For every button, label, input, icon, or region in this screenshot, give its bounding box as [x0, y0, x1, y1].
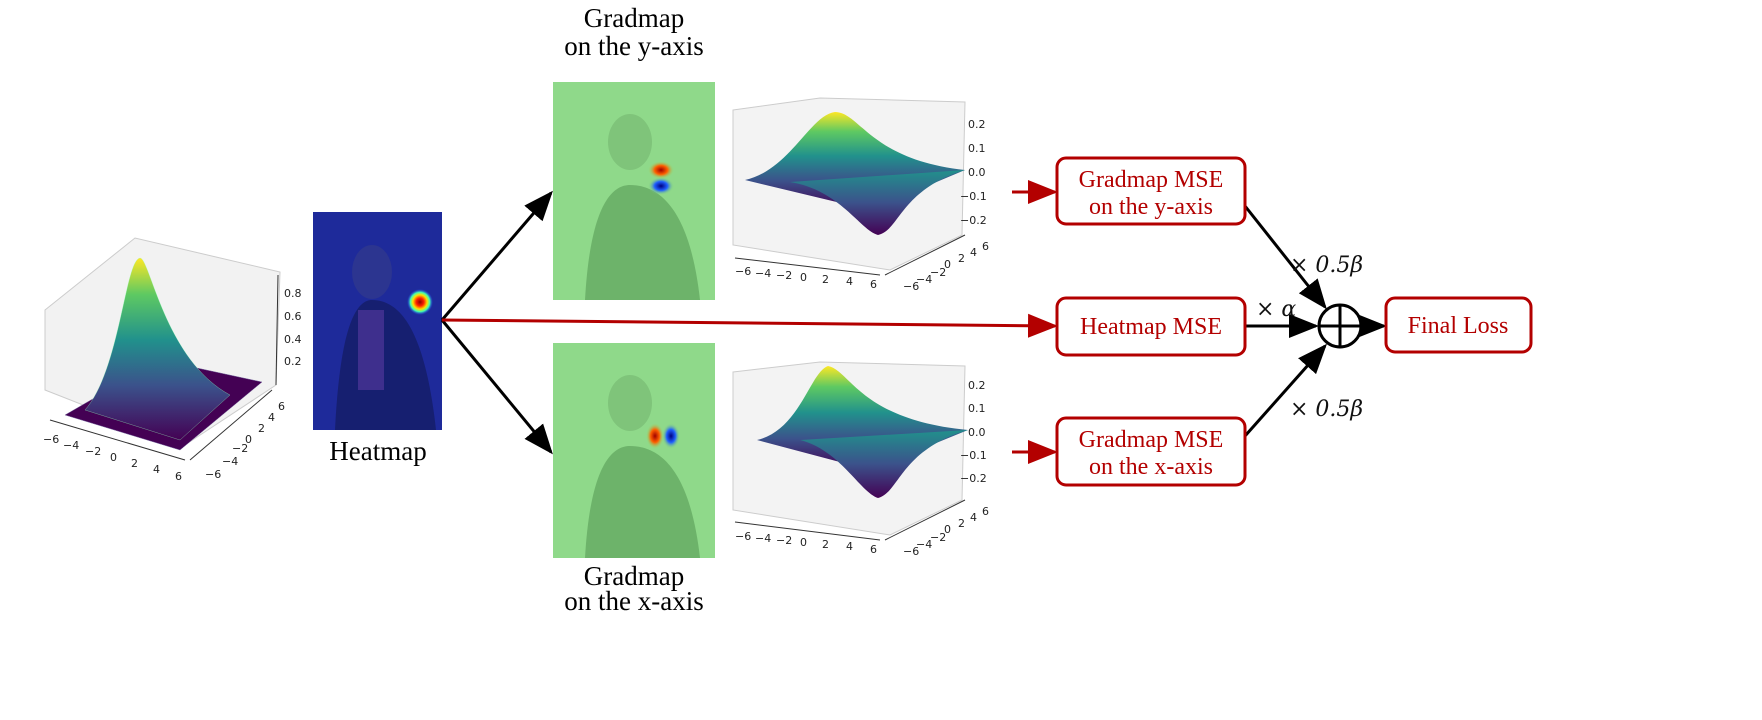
final-loss-box: Final Loss: [1384, 296, 1533, 354]
x-tick: 4: [846, 540, 853, 553]
z-tick: 0.1: [968, 142, 986, 155]
z-tick: 0.1: [968, 402, 986, 415]
heatmap-surface-x-ticks: −6 −4 −2 0 2 4 6: [43, 433, 182, 483]
y-tick: 2: [958, 517, 965, 530]
heatmap-surface-y-ticks: −6 −4 −2 0 2 4 6: [205, 400, 285, 481]
x-tick: −4: [755, 532, 771, 545]
arrow-to-gradmap-x: [440, 319, 553, 455]
y-tick: −6: [903, 280, 919, 293]
x-tick: −2: [776, 269, 792, 282]
x-tick: −6: [735, 530, 751, 543]
x-tick: −6: [43, 433, 59, 446]
arrow-to-gradmap-y: [440, 190, 553, 321]
z-tick: −0.2: [960, 472, 987, 485]
y-tick: 6: [278, 400, 285, 413]
gradmap-y-title-line2: on the y-axis: [564, 31, 703, 61]
y-tick: −6: [205, 468, 221, 481]
grad-x-surface-plot: [732, 361, 968, 541]
y-tick: 6: [982, 505, 989, 518]
arrow-gradmap-y-to-sum: [1243, 205, 1327, 310]
z-tick: 0.4: [284, 333, 302, 346]
weight-bottom: × 0.5β: [1290, 397, 1363, 422]
z-tick: −0.1: [960, 449, 987, 462]
y-tick: 4: [970, 246, 977, 259]
grad-x-surface-x-ticks: −6 −4 −2 0 2 4 6: [735, 530, 877, 556]
y-tick: 6: [982, 240, 989, 253]
y-tick: −6: [903, 545, 919, 558]
grad-y-surface-x-ticks: −6 −4 −2 0 2 4 6: [735, 265, 877, 291]
gradmap-y-title-line1: Gradmap: [584, 3, 684, 33]
gradmap-x-image: [553, 343, 715, 558]
heatmap-mse-box: Heatmap MSE: [1055, 296, 1247, 357]
grad-y-surface-plot: [732, 97, 966, 276]
grad-x-surface-z-ticks: 0.2 0.1 0.0 −0.1 −0.2: [960, 379, 987, 485]
x-tick: −6: [735, 265, 751, 278]
z-tick: 0.2: [968, 118, 986, 131]
z-tick: 0.8: [284, 287, 302, 300]
heatmap-label: Heatmap: [329, 436, 426, 466]
box-label: Final Loss: [1408, 313, 1509, 339]
box-label: on the x-axis: [1089, 454, 1213, 480]
y-tick: −2: [232, 442, 248, 455]
x-tick: 2: [822, 538, 829, 551]
x-tick: 4: [846, 275, 853, 288]
z-tick: 0.2: [968, 379, 986, 392]
gradmap-y-image: [553, 82, 715, 300]
y-tick: 0: [245, 433, 252, 446]
z-tick: 0.6: [284, 310, 302, 323]
gradmap-x-mse-box: Gradmap MSE on the x-axis: [1055, 416, 1247, 487]
flow-arrows: [440, 180, 1387, 464]
x-tick: −2: [85, 445, 101, 458]
gradmap-y-mse-box: Gradmap MSE on the y-axis: [1055, 156, 1247, 226]
heatmap-image: [313, 212, 442, 430]
x-tick: −4: [755, 267, 771, 280]
x-tick: 0: [110, 451, 117, 464]
y-tick: 4: [268, 411, 275, 424]
x-tick: 6: [870, 543, 877, 556]
x-tick: 4: [153, 463, 160, 476]
box-label: Heatmap MSE: [1080, 314, 1222, 340]
arrow-gradmap-x-to-sum: [1243, 343, 1327, 437]
y-tick: 0: [944, 523, 951, 536]
y-tick: −4: [222, 455, 238, 468]
y-tick: −4: [916, 273, 932, 286]
heatmap-surface-plot: [44, 237, 281, 461]
y-tick: −2: [930, 266, 946, 279]
x-tick: −2: [776, 534, 792, 547]
weight-top: × 0.5β: [1290, 253, 1363, 278]
x-tick: 0: [800, 536, 807, 549]
z-tick: −0.2: [960, 214, 987, 227]
weight-middle: × α: [1256, 297, 1296, 322]
y-tick: 0: [944, 258, 951, 271]
y-tick: 4: [970, 511, 977, 524]
x-tick: 6: [175, 470, 182, 483]
z-tick: 0.2: [284, 355, 302, 368]
z-tick: −0.1: [960, 190, 987, 203]
z-tick: 0.0: [968, 426, 986, 439]
grad-y-surface-y-ticks: −6 −4 −2 0 2 4 6: [903, 240, 989, 293]
z-tick: 0.0: [968, 166, 986, 179]
x-tick: 2: [131, 457, 138, 470]
gradmap-x-title-line2: on the x-axis: [564, 586, 703, 616]
box-label: on the y-axis: [1089, 194, 1213, 220]
y-tick: 2: [958, 252, 965, 265]
x-tick: 6: [870, 278, 877, 291]
arrow-to-heatmap-mse: [441, 313, 1058, 338]
grad-x-surface-y-ticks: −6 −4 −2 0 2 4 6: [903, 505, 989, 558]
heatmap-surface-z-ticks: 0.8 0.6 0.4 0.2: [284, 287, 302, 368]
y-tick: −4: [916, 538, 932, 551]
sum-node-icon: [1317, 303, 1363, 349]
gradmap-x-title-line1: Gradmap: [584, 561, 684, 591]
y-tick: 2: [258, 422, 265, 435]
x-tick: 0: [800, 271, 807, 284]
x-tick: 2: [822, 273, 829, 286]
x-tick: −4: [63, 439, 79, 452]
y-tick: −2: [930, 531, 946, 544]
grad-y-surface-z-ticks: 0.2 0.1 0.0 −0.1 −0.2: [960, 118, 987, 227]
box-label: Gradmap MSE: [1079, 427, 1224, 453]
box-label: Gradmap MSE: [1079, 167, 1224, 193]
